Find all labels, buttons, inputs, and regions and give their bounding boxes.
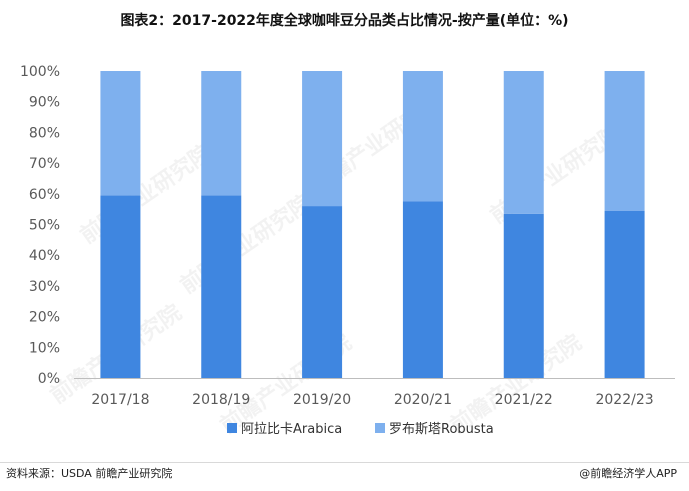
y-tick-label: 20% (29, 310, 60, 326)
y-tick-label: 100% (20, 64, 60, 80)
y-tick-label: 90% (29, 95, 60, 111)
y-tick-label: 30% (29, 279, 60, 295)
bar-segment-arabica (201, 195, 242, 378)
bar-segment-robusta (503, 71, 544, 214)
y-tick-label: 60% (29, 187, 60, 203)
legend-label-arabica: 阿拉比卡Arabica (241, 422, 342, 437)
bar-segment-robusta (302, 71, 343, 207)
watermark-text: 前瞻产业研究院 (175, 189, 316, 299)
footer-divider (0, 462, 689, 463)
source-note: 资料来源：USDA 前瞻产业研究院 (6, 467, 173, 480)
bar-segment-arabica (402, 201, 443, 378)
x-tick-label: 2017/18 (91, 392, 149, 408)
bar-segment-arabica (100, 195, 141, 378)
legend-label-robusta: 罗布斯塔Robusta (389, 422, 494, 437)
watermark-text: 前瞻产业研究院 (75, 139, 216, 249)
bar-segment-arabica (302, 206, 343, 378)
legend-swatch-arabica (227, 423, 237, 433)
bar-segment-robusta (201, 71, 242, 196)
chart-title: 图表2：2017-2022年度全球咖啡豆分品类占比情况-按产量(单位：%) (120, 13, 569, 29)
x-tick-label: 2021/22 (495, 392, 553, 408)
bar-segment-robusta (402, 71, 443, 202)
y-tick-label: 40% (29, 248, 60, 264)
x-tick-label: 2019/20 (293, 392, 351, 408)
x-tick-label: 2022/23 (595, 392, 653, 408)
x-tick-label: 2020/21 (394, 392, 452, 408)
legend-swatch-robusta (375, 423, 385, 433)
brand-credit: @前瞻经济学人APP (579, 467, 677, 480)
y-tick-label: 0% (38, 371, 60, 387)
bar-segment-arabica (604, 210, 645, 378)
bar-segment-robusta (604, 71, 645, 211)
y-tick-label: 10% (29, 340, 60, 356)
bar-segment-robusta (100, 71, 141, 196)
y-tick-label: 80% (29, 125, 60, 141)
x-tick-label: 2018/19 (192, 392, 250, 408)
bar-segment-arabica (503, 213, 544, 378)
y-tick-label: 50% (29, 218, 60, 234)
y-tick-label: 70% (29, 156, 60, 172)
